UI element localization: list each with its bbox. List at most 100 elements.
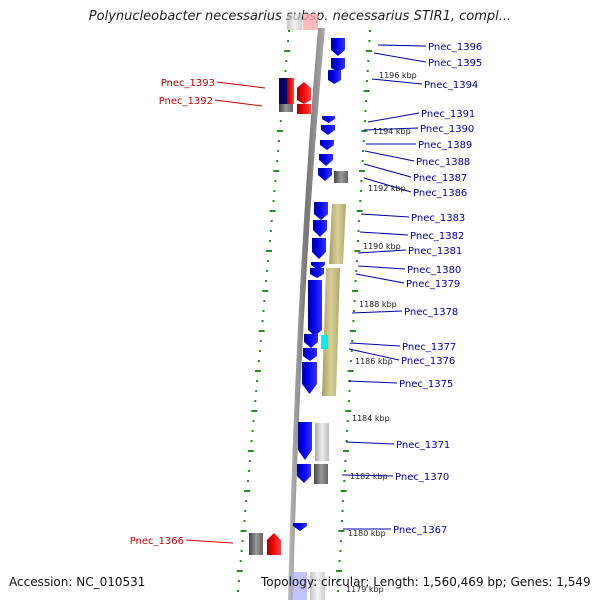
- gene-pnec-1377: [304, 334, 318, 348]
- label-pnec-1392[interactable]: Pnec_1392: [159, 96, 213, 107]
- leader-pnec-1370: [341, 474, 394, 477]
- label-pnec-1367[interactable]: Pnec_1367: [393, 525, 447, 536]
- ruler-dot-right: [347, 400, 350, 402]
- kbp-mark: 1190 kbp: [363, 242, 401, 251]
- ruler-dot-right: [357, 240, 359, 242]
- gene-pnec-1382: [312, 238, 326, 259]
- ruler-dot-right: [362, 150, 365, 152]
- label-pnec-1396[interactable]: Pnec_1396: [428, 42, 482, 53]
- gene-pnec-1380: [310, 268, 324, 278]
- leader-pnec-1394: [371, 78, 423, 85]
- gene-pnec-1376: [303, 348, 317, 361]
- label-pnec-1383[interactable]: Pnec_1383: [411, 213, 465, 224]
- ruler-dot-left: [266, 270, 269, 272]
- label-pnec-1387[interactable]: Pnec_1387: [413, 173, 467, 184]
- label-pnec-1393[interactable]: Pnec_1393: [161, 78, 215, 89]
- label-pnec-1371[interactable]: Pnec_1371: [396, 440, 450, 451]
- ruler-dot-left: [288, 30, 290, 32]
- ruler-dot-left: [270, 220, 273, 222]
- ruler-dot-right: [368, 40, 371, 42]
- feature-cyan-1377: [321, 335, 328, 349]
- ruler-dot-right: [350, 350, 353, 352]
- region-khaki-1: [329, 204, 346, 264]
- ruler-dot-right: [337, 580, 340, 582]
- ruler-dot-right: [359, 200, 362, 202]
- label-pnec-1380[interactable]: Pnec_1380: [407, 265, 461, 276]
- ruler-dot-left: [247, 480, 249, 482]
- topology-text: Topology: circular; Length: 1,560,469 bp…: [261, 575, 591, 589]
- leader-pnec-1390: [363, 127, 419, 131]
- ruler-dot-left: [263, 300, 266, 302]
- gene-pnec-1375: [302, 362, 317, 394]
- gene-pnec-1387: [318, 168, 332, 181]
- gene-labels: Pnec_1396 Pnec_1395 Pnec_1394 Pnec_1391 Pnec…: [130, 42, 483, 547]
- label-pnec-1375[interactable]: Pnec_1375: [399, 379, 453, 390]
- ruler-dot-left: [287, 40, 290, 42]
- ruler-dot-left: [251, 410, 258, 412]
- ruler-dot-left: [284, 70, 287, 72]
- ruler-dot-right: [366, 80, 369, 82]
- ruler-dot-left: [251, 430, 254, 432]
- label-pnec-1395[interactable]: Pnec_1395: [428, 58, 482, 69]
- ruler-dot-right: [345, 410, 352, 412]
- ruler-dot-left: [266, 250, 272, 252]
- label-pnec-1390[interactable]: Pnec_1390: [420, 124, 474, 135]
- leader-pnec-1375: [347, 380, 398, 384]
- label-pnec-1389[interactable]: Pnec_1389: [418, 140, 472, 151]
- ruler-dot-right: [341, 520, 343, 522]
- kbp-mark: 1196 kbp: [379, 71, 417, 80]
- label-pnec-1388[interactable]: Pnec_1388: [416, 157, 470, 168]
- gene-pnec-1390: [321, 125, 335, 135]
- gene-pnec-1389: [320, 140, 334, 150]
- region-khaki-2: [322, 268, 340, 396]
- ruler-dot-left: [284, 50, 291, 52]
- ruler-dot-right: [341, 510, 344, 512]
- label-pnec-1377[interactable]: Pnec_1377: [402, 342, 456, 353]
- gene-pnec-1395: [331, 58, 345, 72]
- ruler-dot-right: [350, 360, 353, 362]
- ruler-dot-left: [265, 280, 268, 282]
- gene-pnec-1370-gray: [314, 464, 328, 484]
- ruler-dot-left: [237, 590, 239, 592]
- ruler-dot-left: [278, 140, 280, 142]
- ruler-dot-left: [257, 360, 260, 362]
- label-pnec-1366[interactable]: Pnec_1366: [130, 536, 184, 547]
- ruler-dot-right: [359, 170, 365, 172]
- gene-features: [249, 14, 348, 600]
- kbp-mark: 1179 kbp: [346, 585, 384, 594]
- leader-pnec-1393: [216, 81, 266, 89]
- gene-pnec-1388: [319, 154, 333, 166]
- ruler-dot-right: [352, 290, 359, 292]
- label-pnec-1394[interactable]: Pnec_1394: [424, 80, 478, 91]
- ruler-dot-left: [237, 580, 240, 582]
- gene-pnec-1392: [297, 82, 311, 104]
- ruler-dot-right: [361, 130, 368, 132]
- leader-pnec-1380: [357, 265, 406, 270]
- ruler-dot-right: [362, 140, 365, 142]
- label-pnec-1386[interactable]: Pnec_1386: [413, 188, 467, 199]
- leader-pnec-1388: [364, 150, 415, 162]
- ruler-dot-right: [336, 570, 343, 572]
- ruler-dot-left: [241, 540, 244, 542]
- ruler-dot-left: [256, 380, 259, 382]
- ruler-dot-right: [356, 210, 363, 212]
- label-pnec-1376[interactable]: Pnec_1376: [401, 356, 455, 367]
- ruler-dot-right: [361, 160, 364, 162]
- label-pnec-1370[interactable]: Pnec_1370: [395, 472, 449, 483]
- ruler-dot-left: [267, 260, 270, 262]
- label-pnec-1379[interactable]: Pnec_1379: [406, 279, 460, 290]
- label-pnec-1381[interactable]: Pnec_1381: [408, 246, 462, 257]
- gene-pnec-1392b: [297, 104, 311, 114]
- ruler-dot-right: [348, 390, 351, 392]
- ruler-dot-right: [365, 100, 367, 102]
- ruler-dot-left: [240, 550, 243, 552]
- ruler-dot-right: [346, 420, 349, 422]
- ruler-dot-right: [338, 560, 341, 562]
- feature-top-gray: [287, 14, 302, 30]
- label-pnec-1382[interactable]: Pnec_1382: [410, 231, 464, 242]
- label-pnec-1391[interactable]: Pnec_1391: [421, 109, 475, 120]
- ruler-dot-left: [248, 460, 251, 462]
- label-pnec-1378[interactable]: Pnec_1378: [404, 307, 458, 318]
- ruler-dot-left: [272, 200, 275, 202]
- kbp-mark: 1186 kbp: [355, 357, 393, 366]
